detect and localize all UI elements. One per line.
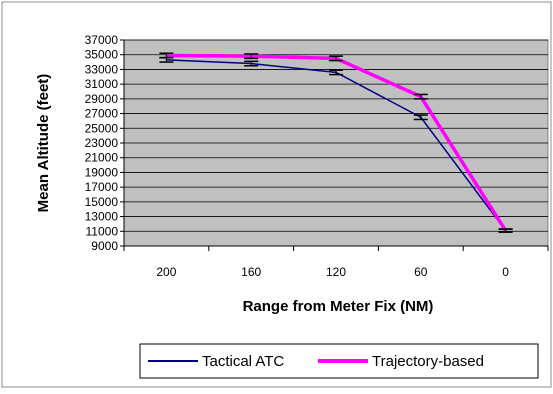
y-tick-label: 25000 xyxy=(85,121,119,135)
y-tick-label: 37000 xyxy=(85,33,119,47)
y-tick-label: 15000 xyxy=(85,195,119,209)
y-tick-label: 21000 xyxy=(85,151,119,165)
y-tick-label: 35000 xyxy=(85,48,119,62)
y-tick-label: 19000 xyxy=(85,165,119,179)
y-tick-label: 13000 xyxy=(85,210,119,224)
y-tick-label: 17000 xyxy=(85,180,119,194)
x-tick-label: 160 xyxy=(241,265,261,279)
y-tick-label: 29000 xyxy=(85,92,119,106)
y-tick-label: 27000 xyxy=(85,107,119,121)
x-axis-title: Range from Meter Fix (NM) xyxy=(243,298,434,315)
plot-area: 9000110001300015000170001900021000230002… xyxy=(85,33,549,279)
chart-border xyxy=(1,1,552,388)
y-tick-label: 33000 xyxy=(85,62,119,76)
y-tick-label: 11000 xyxy=(86,224,119,238)
x-tick-label: 200 xyxy=(156,265,176,279)
y-tick-label: 31000 xyxy=(85,77,119,91)
legend-label-trajectory-based: Trajectory-based xyxy=(372,353,484,370)
legend-label-tactical-atc: Tactical ATC xyxy=(202,353,284,370)
legend: Tactical ATC Trajectory-based xyxy=(139,343,539,379)
y-axis-title: Mean Altitude (feet) xyxy=(35,74,52,213)
x-tick-label: 120 xyxy=(326,265,346,279)
y-tick-label: 23000 xyxy=(85,136,119,150)
x-tick-label: 0 xyxy=(502,265,509,279)
y-tick-label: 9000 xyxy=(91,239,118,253)
x-tick-label: 60 xyxy=(414,265,428,279)
